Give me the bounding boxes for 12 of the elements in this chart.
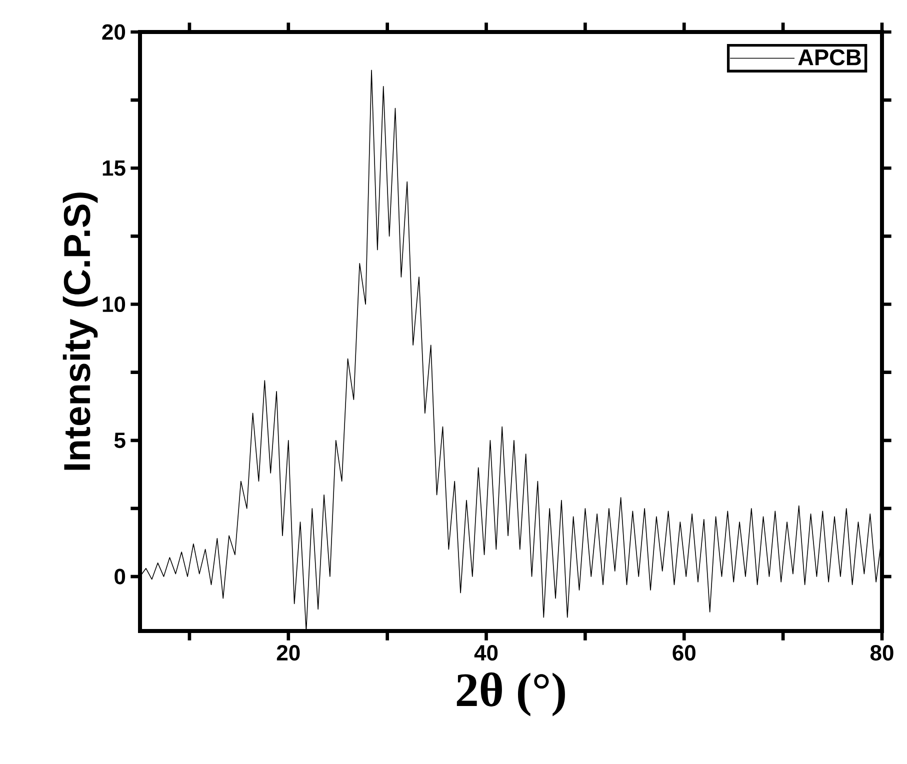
- x-tick-label: 40: [474, 645, 498, 661]
- x-axis-title: 2θ (°): [456, 672, 565, 716]
- x-tick-label: 60: [672, 645, 696, 661]
- y-tick-label: 20: [102, 24, 126, 40]
- legend-label: APCB: [798, 49, 861, 66]
- y-axis-title: Intensity (C.P.S): [62, 192, 98, 470]
- y-tick-label: 0: [114, 568, 126, 584]
- x-tick-label: 80: [870, 645, 894, 661]
- x-tick-label: 20: [276, 645, 300, 661]
- y-tick-label: 5: [114, 432, 126, 448]
- y-tick-label: 15: [102, 160, 126, 176]
- y-tick-label: 10: [102, 296, 126, 312]
